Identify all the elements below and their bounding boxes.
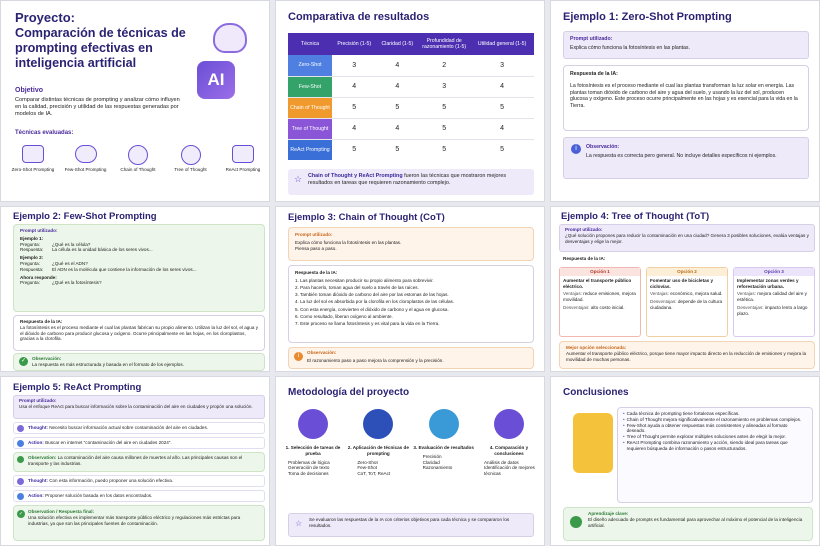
key-learning-box: Aprendizaje clave: El diseño adecuado de… xyxy=(563,507,813,541)
example2-title: Ejemplo 2: Few-Shot Prompting xyxy=(13,211,157,222)
react-step: Thought: Necesito buscar información act… xyxy=(13,422,265,434)
check-icon: ✓ xyxy=(17,510,25,518)
prompt-box: Prompt utilizado: Ejemplo 1: Pregunta: ¿Q… xyxy=(13,224,265,312)
technique-react: ReAct Prompting xyxy=(219,145,267,195)
search-icon xyxy=(17,440,24,447)
panel-results-comparison: Comparativa de resultados Técnica Precis… xyxy=(275,0,545,202)
example3-title: Ejemplo 3: Chain of Thought (CoT) xyxy=(288,212,445,223)
eye-icon xyxy=(17,456,24,463)
lightbulb-icon xyxy=(570,516,582,528)
table-row: Zero-Shot 3 4 2 3 xyxy=(288,55,534,76)
table-header-row: Técnica Precisión (1-5) Claridad (1-5) P… xyxy=(288,33,534,55)
bar-chart-icon xyxy=(428,409,459,439)
tree-icon xyxy=(180,145,201,165)
results-note: ☆ Chain of Thought y ReAct Prompting fue… xyxy=(288,169,534,195)
prompt-box: Prompt utilizado: ¿Qué solución propones… xyxy=(559,224,815,252)
example1-title: Ejemplo 1: Zero-Shot Prompting xyxy=(563,11,732,23)
options-row: Opción 1 Aumentar el transporte público … xyxy=(559,267,815,337)
table-row: Few-Shot 4 4 3 4 xyxy=(288,76,534,97)
react-step: Thought: Con esta información, puedo pro… xyxy=(13,475,265,487)
search-icon xyxy=(17,493,24,500)
best-option-box: Mejor opción seleccionada: Aumentar el t… xyxy=(559,341,815,369)
observation-box: ✓ Observación: La respuesta es más estru… xyxy=(13,353,265,371)
methodology-steps: 1. Selección de tareas de prueba Problem… xyxy=(282,409,540,509)
table-row: Chain of Thought 5 5 5 5 xyxy=(288,97,534,118)
method-step: 1. Selección de tareas de prueba Problem… xyxy=(282,409,344,509)
react-step: Action: Buscar en internet "contaminació… xyxy=(13,437,265,449)
prompt-box: Prompt utilizado: Explica cómo funciona … xyxy=(563,31,809,59)
technique-tot: Tree of Thought xyxy=(167,145,215,195)
technique-few-shot: Few-Shot Prompting xyxy=(62,145,110,195)
response-box: Respuesta de la IA: La fotosíntesis es e… xyxy=(563,65,809,131)
project-subtitle: Comparación de técnicas de prompting efe… xyxy=(15,26,186,70)
objective-label: Objetivo xyxy=(15,87,44,94)
info-icon: i xyxy=(294,352,303,361)
conclusions-title: Conclusiones xyxy=(563,387,629,398)
brain-icon xyxy=(213,23,247,53)
react-step: Action: Proponer solución basada en los … xyxy=(13,490,265,502)
panel-example-few-shot: Ejemplo 2: Few-Shot Prompting Prompt uti… xyxy=(0,206,270,372)
robot-icon xyxy=(232,145,254,163)
technique-cot: Chain of Thought xyxy=(114,145,162,195)
conclusions-list: • Cada técnica de prompting tiene fortale… xyxy=(617,407,813,503)
react-step: Observation: La contaminación del aire c… xyxy=(13,452,265,472)
option-card: Opción 1 Aumentar el transporte público … xyxy=(559,267,641,337)
method-step: 4. Comparación y conclusiones Análisis d… xyxy=(478,409,540,509)
observation-box: i Observación: La respuesta es correcta … xyxy=(563,137,809,179)
method-step: 2. Aplicación de técnicas de prompting Z… xyxy=(347,409,409,509)
techniques-label: Técnicas evaluadas: xyxy=(15,130,74,136)
table-row: ReAct Prompting 5 5 5 5 xyxy=(288,139,534,160)
example4-title: Ejemplo 4: Tree of Thought (ToT) xyxy=(561,211,710,222)
response-box: Respuesta de la IA: La fotosíntesis es e… xyxy=(13,315,265,351)
observation-box: i Observación: El razonamiento paso a pa… xyxy=(288,347,534,369)
table-row: Tree of Thought 4 4 5 4 xyxy=(288,118,534,139)
methodology-note: ☆ Se evaluaron las respuestas de la IA c… xyxy=(288,513,534,537)
objective-text: Comparar distintas técnicas de prompting… xyxy=(15,97,180,117)
trophy-icon xyxy=(573,413,613,473)
bulb-icon xyxy=(17,478,24,485)
panel-project-overview: Proyecto: Comparación de técnicas de pro… xyxy=(0,0,270,202)
check-icon: ✓ xyxy=(19,357,28,366)
prompt-box: Prompt utilizado: Usa el enfoque ReAct p… xyxy=(13,395,265,419)
project-title: Proyecto: xyxy=(15,10,75,25)
option-card: Opción 2 Fomentar uso de bicicletas y ci… xyxy=(646,267,728,337)
methodology-title: Metodología del proyecto xyxy=(288,387,410,398)
example5-title: Ejemplo 5: ReAct Prompting xyxy=(13,382,142,393)
panel-methodology: Metodología del proyecto 1. Selección de… xyxy=(275,376,545,546)
clipboard-icon xyxy=(493,409,524,439)
response-box: Respuesta de la IA: 1. Las plantas neces… xyxy=(288,265,534,343)
bulb-icon xyxy=(17,425,24,432)
results-table: Técnica Precisión (1-5) Claridad (1-5) P… xyxy=(288,33,534,160)
method-step: 3. Evaluación de resultados Precisión Cla… xyxy=(413,409,475,509)
option-card: Opción 3 Implementar zonas verdes y refo… xyxy=(733,267,815,337)
panel-example-react: Ejemplo 5: ReAct Prompting Prompt utiliz… xyxy=(0,376,270,546)
results-title: Comparativa de resultados xyxy=(288,11,430,23)
head-gear-icon xyxy=(128,145,148,165)
technique-zero-shot: Zero-Shot Prompting xyxy=(9,145,57,195)
star-icon: ☆ xyxy=(295,519,303,528)
panel-example-zero-shot: Ejemplo 1: Zero-Shot Prompting Prompt ut… xyxy=(550,0,820,202)
people-icon xyxy=(22,145,44,163)
computer-icon xyxy=(363,409,394,439)
list-icon xyxy=(298,409,328,439)
technique-list: Zero-Shot Prompting Few-Shot Prompting C… xyxy=(9,145,267,195)
panel-conclusions: Conclusiones • Cada técnica de prompting … xyxy=(550,376,820,546)
info-icon: i xyxy=(571,144,581,154)
ai-badge: AI xyxy=(197,61,235,99)
star-icon: ☆ xyxy=(294,174,303,184)
prompt-box: Prompt utilizado: Explica cómo funciona … xyxy=(288,227,534,261)
panel-example-tot: Ejemplo 4: Tree of Thought (ToT) Prompt … xyxy=(550,206,820,372)
final-answer-box: ✓ Observation / Respuesta final: Una sol… xyxy=(13,505,265,541)
panel-example-cot: Ejemplo 3: Chain of Thought (CoT) Prompt… xyxy=(275,206,545,372)
chat-icon xyxy=(74,145,97,163)
